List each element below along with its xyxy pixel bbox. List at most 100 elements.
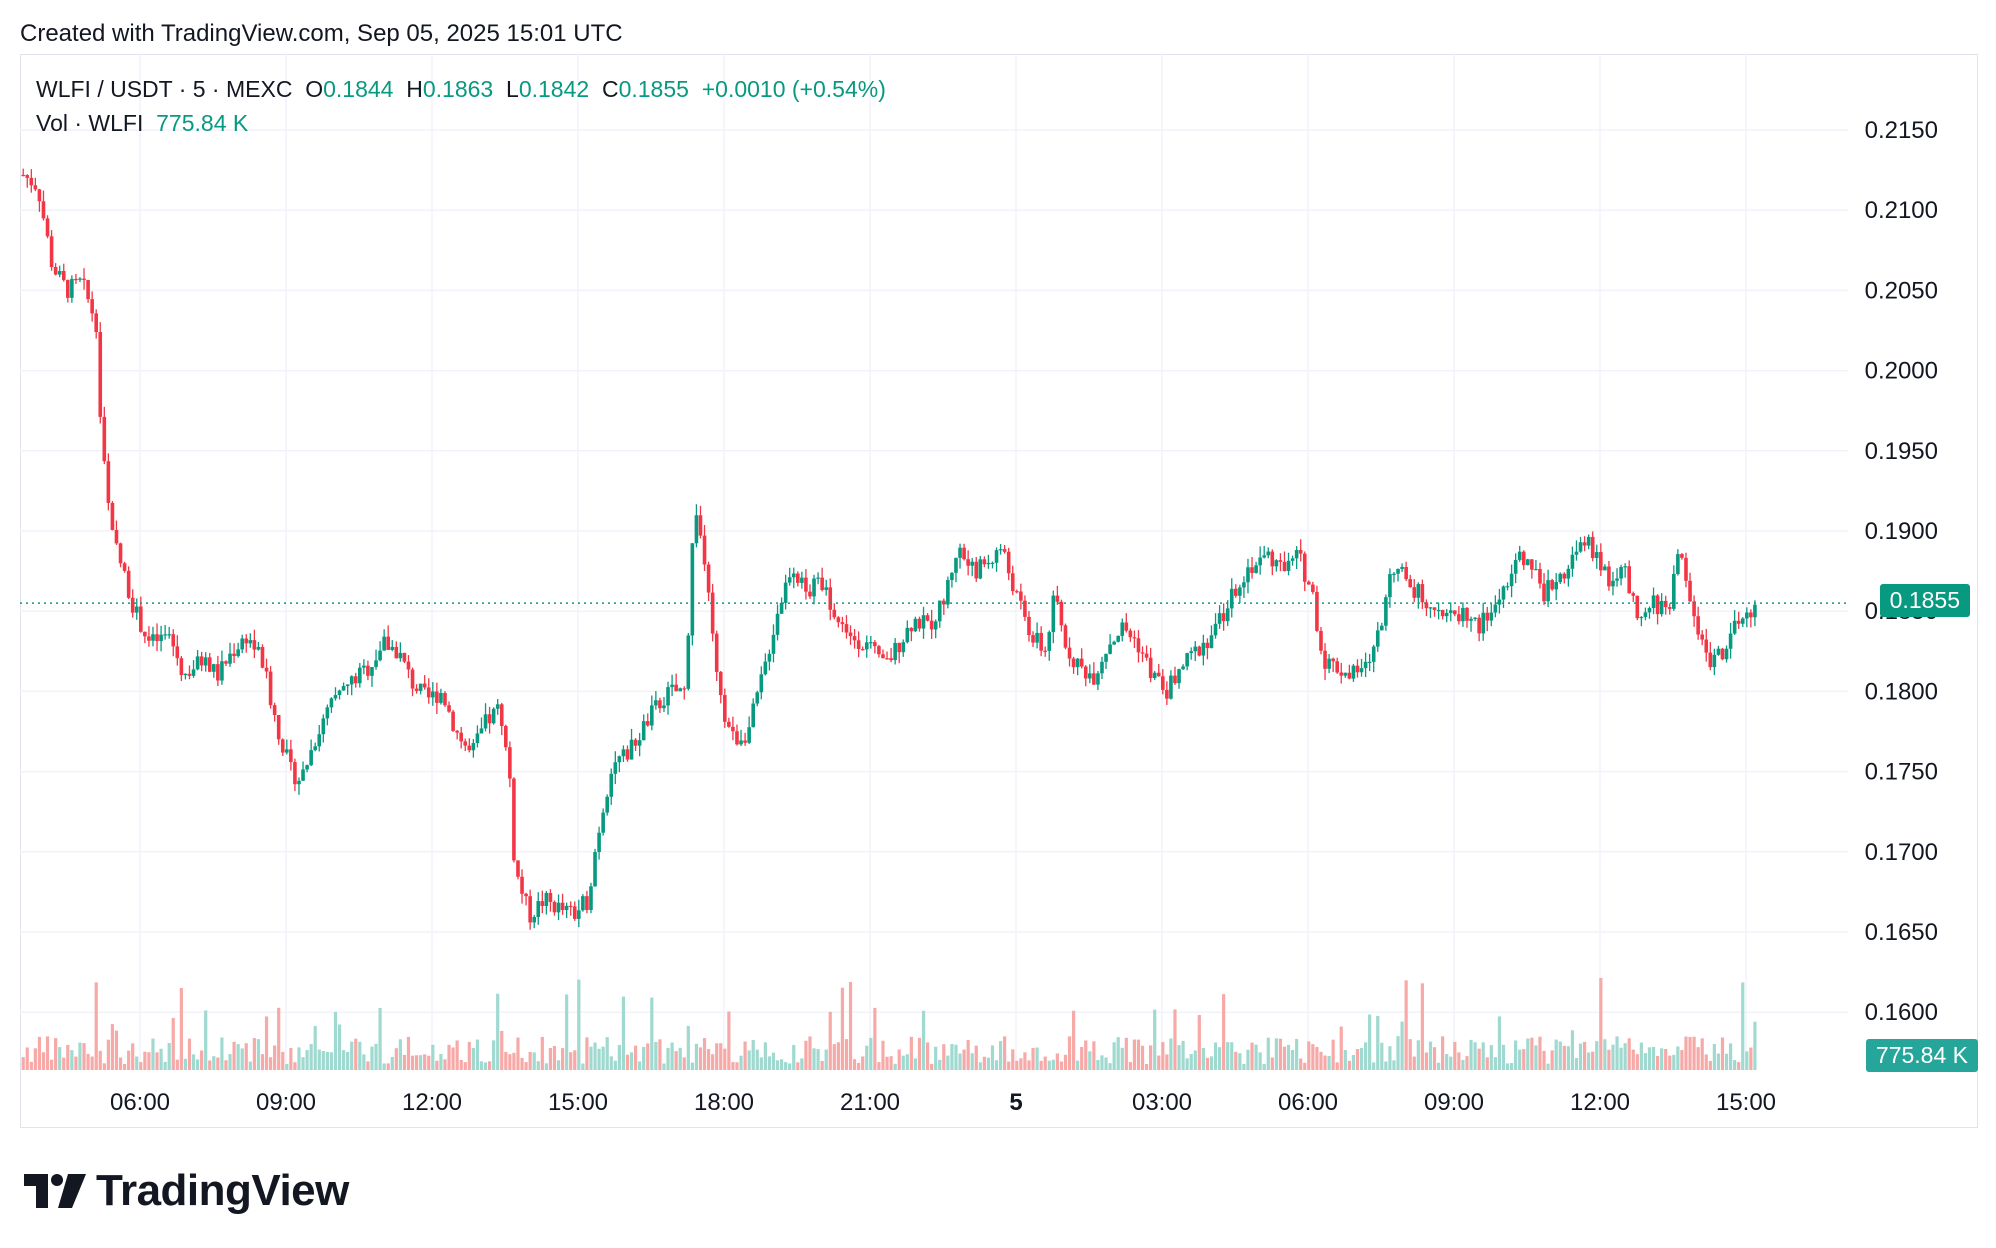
candle-body: [1307, 581, 1311, 585]
y-tick-label: 0.1750: [1865, 759, 1938, 786]
volume-bar: [654, 1041, 658, 1070]
volume-bar: [881, 1040, 885, 1070]
candle-body: [836, 617, 841, 623]
volume-bar: [1639, 1042, 1643, 1070]
volume-bar: [1153, 1009, 1157, 1070]
candle-body: [1643, 612, 1648, 618]
tradingview-brand[interactable]: TradingView: [24, 1166, 349, 1216]
candle-body: [856, 640, 861, 650]
volume-bar: [548, 1048, 553, 1070]
candle-body: [633, 739, 638, 746]
x-tick-label: 15:00: [548, 1089, 608, 1116]
volume-bar: [670, 1042, 674, 1070]
candle-body: [171, 634, 176, 647]
volume-bar: [994, 1060, 999, 1070]
candle-body: [49, 236, 54, 268]
candle-body: [873, 642, 877, 647]
volume-bar: [406, 1036, 411, 1070]
volume-bar: [686, 1025, 690, 1070]
volume-bar: [1457, 1052, 1461, 1070]
candle-body: [240, 638, 244, 650]
volume-bar: [1173, 1009, 1177, 1070]
candle-body: [824, 587, 828, 590]
x-tick-label: 5: [1009, 1089, 1022, 1116]
candle-body: [1574, 551, 1579, 555]
volume-bar: [200, 1050, 204, 1070]
legend-high-label: H: [406, 76, 423, 102]
volume-bar: [1631, 1049, 1635, 1070]
last-price-badge: 0.1855: [1879, 584, 1970, 617]
volume-bar: [666, 1047, 670, 1070]
volume-bar: [508, 1054, 512, 1070]
candle-body: [1116, 635, 1120, 642]
volume-bar: [1660, 1048, 1664, 1070]
volume-bar: [1582, 1041, 1587, 1070]
volume-bar: [1315, 1046, 1319, 1070]
candle-body: [1067, 647, 1072, 659]
volume-bar: [1445, 1054, 1449, 1070]
chart-frame[interactable]: [20, 54, 1978, 1128]
candle-body: [1505, 586, 1510, 588]
volume-bar: [1587, 1052, 1591, 1070]
volume-bar: [463, 1062, 467, 1070]
candle-body: [199, 656, 204, 666]
candle-body: [1493, 604, 1498, 613]
volume-bar: [236, 1044, 240, 1070]
candle-body: [264, 667, 269, 672]
candle-body: [366, 665, 370, 676]
candle-body: [114, 529, 119, 544]
volume-bar: [90, 1056, 94, 1070]
volume-bar: [1100, 1055, 1104, 1070]
volume-bar: [1335, 1062, 1339, 1070]
volume-bar: [1684, 1036, 1688, 1070]
volume-bar: [1396, 1036, 1400, 1070]
volume-bar: [427, 1055, 431, 1070]
volume-bar: [1428, 1041, 1433, 1070]
candle-body: [1477, 617, 1481, 634]
volume-bar: [1201, 1047, 1205, 1070]
candle-body: [994, 550, 999, 563]
volume-bar: [471, 1047, 475, 1070]
legend-high: 0.1863: [422, 76, 494, 102]
volume-bar: [1347, 1060, 1351, 1070]
volume-bar: [893, 1063, 897, 1070]
volume-bar: [524, 1062, 528, 1070]
candle-body: [280, 739, 285, 753]
candle-body: [751, 703, 755, 728]
volume-bar: [1031, 1048, 1035, 1070]
candle-body: [909, 627, 914, 632]
volume-bar: [1278, 1038, 1283, 1070]
candle-body: [1006, 551, 1011, 574]
volume-bar: [1611, 1044, 1615, 1070]
candle-body: [1335, 661, 1339, 673]
volume-bar: [852, 1059, 857, 1070]
volume-bar: [1453, 1041, 1457, 1070]
volume-bar: [21, 1057, 25, 1070]
candle-body: [852, 636, 857, 641]
volume-bar: [633, 1045, 638, 1070]
volume-bar: [301, 1057, 305, 1070]
candle-body: [1331, 658, 1335, 662]
candle-body: [1055, 595, 1060, 602]
candle-body: [1132, 637, 1137, 639]
candle-body: [1165, 689, 1169, 699]
candle-body: [86, 280, 90, 300]
candle-body: [1278, 560, 1283, 562]
candle-body: [1400, 566, 1404, 569]
candle-body: [443, 692, 447, 706]
volume-bar: [1282, 1046, 1287, 1070]
volume-bar: [970, 1053, 974, 1070]
candle-body: [1161, 676, 1165, 690]
candle-body: [1672, 573, 1676, 609]
y-tick-label: 0.1700: [1865, 839, 1938, 866]
grid-lines: [20, 54, 1848, 1070]
candle-body: [820, 577, 824, 590]
volume-bar: [1136, 1039, 1141, 1070]
volume-bar: [410, 1055, 415, 1070]
candle-body: [516, 860, 520, 877]
candle-body: [451, 711, 455, 731]
volume-bar: [1416, 1040, 1420, 1070]
candle-body: [1728, 633, 1733, 649]
candle-body: [1112, 641, 1116, 645]
